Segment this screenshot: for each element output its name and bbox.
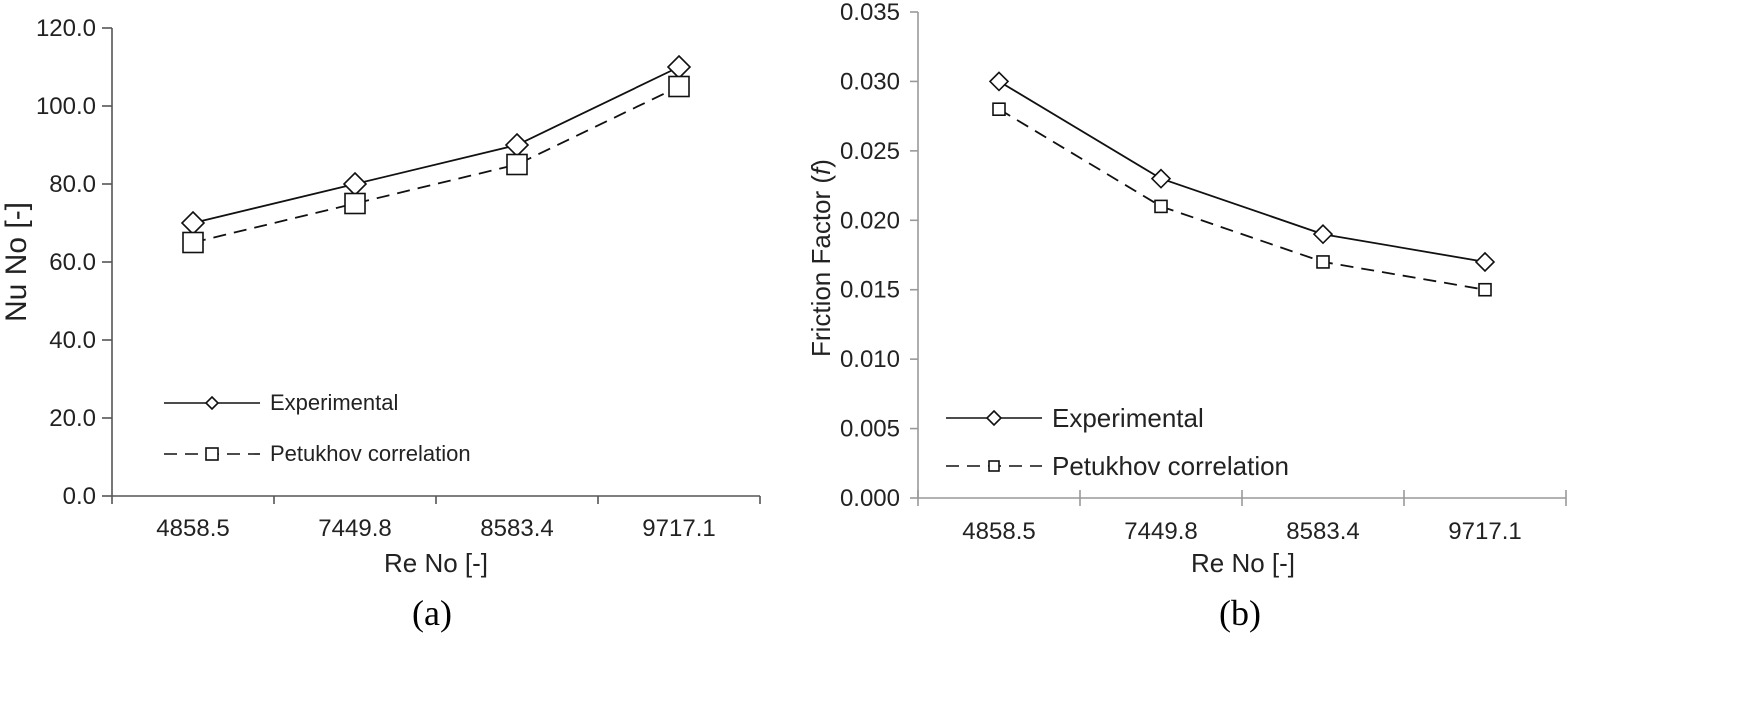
series-lines-a [192, 66, 680, 244]
x-tick-label-b: 9717.1 [1448, 518, 1521, 545]
data-point-experimental-b [1474, 251, 1496, 273]
x-tick-label-a: 4858.5 [156, 515, 229, 542]
y-tick-label-a: 40.0 [49, 327, 96, 354]
data-point-petukhov-b [1316, 255, 1330, 269]
data-point-experimental-a [180, 210, 206, 236]
legend-label-experimental-b: Experimental [1052, 403, 1204, 433]
y-tick-label-a: 120.0 [36, 15, 96, 42]
caption-a: (a) [412, 593, 452, 633]
legend-diamond-marker-a [204, 395, 220, 411]
legend-diamond-marker-b [985, 409, 1003, 427]
y-tick-label-b: 0.015 [840, 277, 900, 304]
caption-b: (b) [1219, 593, 1261, 633]
legend-label-petukhov-b: Petukhov correlation [1052, 451, 1289, 481]
y-tick-label-b: 0.025 [840, 138, 900, 165]
y-tick-label-a: 0.0 [63, 483, 96, 510]
y-tick-label-b: 0.035 [840, 0, 900, 26]
y-tick-label-a: 100.0 [36, 93, 96, 120]
legend-label-experimental-a: Experimental [270, 390, 398, 415]
x-axis-label-a: Re No [-] [384, 548, 488, 578]
data-point-experimental-a [504, 132, 530, 158]
y-axis-label-b-suffix: ) [806, 159, 836, 168]
data-point-petukhov-a [182, 231, 204, 254]
data-point-petukhov-a [344, 192, 366, 215]
data-point-experimental-a [342, 171, 368, 197]
legend-label-petukhov-a: Petukhov correlation [270, 441, 471, 466]
x-tick-label-a: 9717.1 [642, 515, 715, 542]
legend-square-marker-b [988, 460, 1000, 472]
y-tick-label-b: 0.010 [840, 346, 900, 373]
x-tick-label-a: 8583.4 [480, 515, 553, 542]
data-point-petukhov-b [992, 102, 1006, 116]
series-line-experimental-a [192, 66, 680, 224]
y-tick-label-a: 20.0 [49, 405, 96, 432]
x-axis-label-b: Re No [-] [1191, 548, 1295, 578]
y-tick-label-b: 0.005 [840, 416, 900, 443]
data-point-experimental-a [666, 54, 692, 80]
x-tick-label-b: 4858.5 [962, 518, 1035, 545]
x-tick-label-b: 7449.8 [1124, 518, 1197, 545]
series-markers-a [180, 54, 692, 254]
y-tick-label-a: 60.0 [49, 249, 96, 276]
y-tick-label-b: 0.020 [840, 207, 900, 234]
data-point-experimental-b [988, 71, 1010, 92]
legend-b: Experimental Petukhov correlation [946, 403, 1289, 481]
y-axis-label-a: Nu No [-] [0, 202, 33, 322]
data-point-petukhov-b [1478, 282, 1492, 297]
data-point-experimental-b [1150, 168, 1172, 189]
series-line-petukhov-b [998, 108, 1486, 291]
series-line-experimental-b [998, 80, 1486, 263]
y-tick-label-a: 80.0 [49, 171, 96, 198]
x-ticks-b: 4858.5 7449.8 8583.4 9717.1 [917, 490, 1567, 545]
y-axis-label-b: Friction Factor (f) [806, 159, 836, 357]
x-ticks-a: 4858.5 7449.8 8583.4 9717.1 [111, 496, 761, 542]
y-tick-label-b: 0.030 [840, 68, 900, 95]
y-axis-label-b-prefix: Friction Factor ( [806, 175, 836, 357]
series-lines-b [998, 80, 1486, 291]
legend-square-marker-a [205, 447, 219, 461]
data-point-petukhov-a [506, 153, 528, 176]
series-line-petukhov-a [192, 85, 680, 244]
y-axis-label-b-symbol: f [806, 165, 836, 175]
y-tick-label-b: 0.000 [840, 485, 900, 512]
y-ticks-a: 0.0 20.0 40.0 60.0 80.0 100.0 120.0 [36, 15, 112, 510]
x-tick-label-a: 7449.8 [318, 515, 391, 542]
data-point-petukhov-b [1154, 199, 1168, 214]
data-point-experimental-b [1312, 224, 1334, 245]
chart-panel-a: 0.0 20.0 40.0 60.0 80.0 100.0 120.0 4858.5 7449… [0, 15, 761, 633]
y-ticks-b: 0.000 0.005 0.010 0.015 0.020 0.025 0.030 0.035 [840, 0, 918, 512]
chart-panel-b: 0.000 0.005 0.010 0.015 0.020 0.025 0.030 0.035… [806, 0, 1567, 633]
series-markers-b [988, 71, 1496, 297]
legend-a: Experimental Petukhov correlation [164, 390, 471, 466]
x-tick-label-b: 8583.4 [1286, 518, 1359, 545]
data-point-petukhov-a [668, 75, 690, 98]
